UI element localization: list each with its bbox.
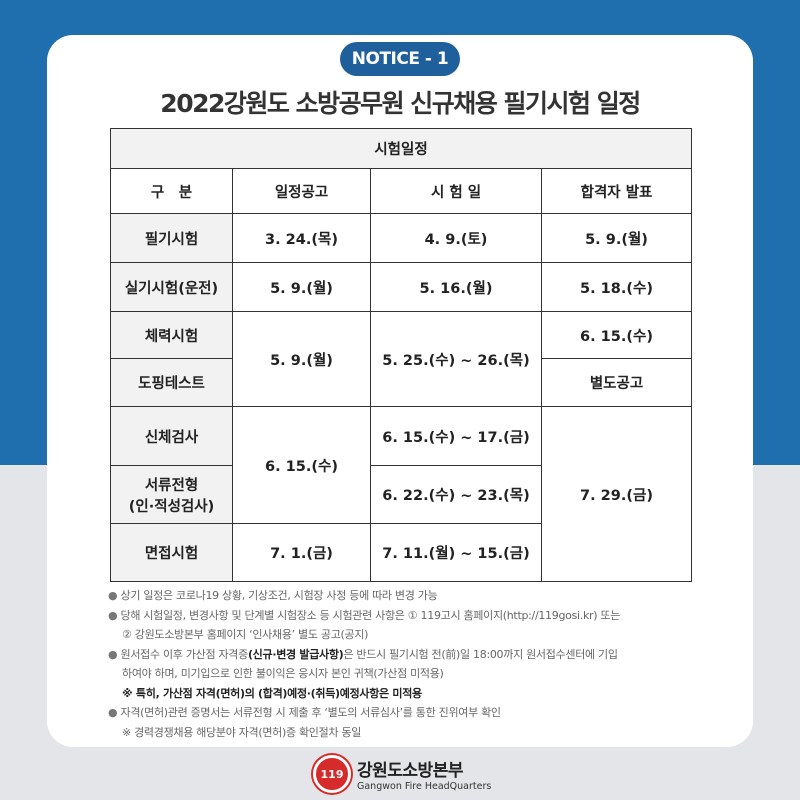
header-category: 구 분 [110,168,233,214]
cell: 7. 11.(월) ~ 15.(금) [370,523,542,582]
row-label: 실기시험(운전) [110,262,233,312]
header-result: 합격자 발표 [541,168,692,214]
note-bold: (신규·변경 발급사항) [247,647,344,661]
note-text: 당해 시험일정, 변경사항 및 단계별 시험장소 등 시험관련 사항은 ① 11… [120,608,621,622]
cell: 5. 16.(월) [370,262,542,312]
table-caption: 시험일정 [110,128,692,169]
row-label: 면접시험 [110,523,233,582]
table-row: 체력시험 5. 9.(월) 5. 25.(수) ~ 26.(목) 6. 15.(… [110,311,692,407]
table-row: 면접시험 7. 1.(금) 7. 11.(월) ~ 15.(금) [110,523,692,582]
schedule-table: 시험일정 구 분 일정공고 시 험 일 합격자 발표 필기시험 3. 24.(목… [110,128,692,582]
header-exam-date: 시 험 일 [370,168,542,214]
org-name-en: Gangwon Fire HeadQuarters [357,781,492,792]
table-row: 신체검사 6. 15.(수) 6. 15.(수) ~ 17.(금) 7. 29.… [110,406,692,582]
cell: 4. 9.(토) [370,213,542,263]
note-text: ※ 특히, 가산점 자격(면허)의 (합격)예정·(취득)예정사항은 미적용 [108,684,708,704]
cell: 5. 18.(수) [541,262,692,312]
org-name: 강원도소방본부 [357,761,463,781]
note: ● 원서접수 이후 가산점 자격증(신규·변경 발급사항)은 반드시 필기시험 … [108,645,708,665]
cell: 별도공고 [541,358,692,407]
bullet-icon: ● [108,706,118,719]
cell: 3. 24.(목) [232,213,371,263]
note: ● 당해 시험일정, 변경사항 및 단계별 시험장소 등 시험관련 사항은 ① … [108,606,708,626]
header-announcement: 일정공고 [232,168,371,214]
cell: 6. 15.(수) [541,311,692,359]
cell: 5. 9.(월) [232,311,371,407]
cell: 7. 1.(금) [232,523,371,582]
note-text: 하여야 하며, 미기입으로 인한 불이익은 응시자 본인 귀책(가산점 미적용) [122,667,444,680]
table-row: 필기시험 3. 24.(목) 4. 9.(토) 5. 9.(월) [110,213,692,263]
cell: 5. 25.(수) ~ 26.(목) [370,311,542,407]
note: ● 상기 일정은 코로나19 상황, 기상조건, 시험장 사정 등에 따라 변경… [108,586,708,606]
note-text: 자격(면허)관련 증명서는 서류전형 시 제출 후 ‘별도의 서류심사’를 통한… [120,706,502,719]
cell: 6. 15.(수) [232,406,371,524]
bullet-icon: ● [108,608,118,622]
note: ● 자격(면허)관련 증명서는 서류전형 시 제출 후 ‘별도의 서류심사’를 … [108,703,708,723]
row-label: 신체검사 [110,406,233,466]
notice-badge: NOTICE - 1 [340,42,460,76]
org-logo: 119 강원도소방본부 Gangwon Fire HeadQuarters [313,752,493,796]
bullet-icon: ● [108,589,118,602]
cell: 5. 9.(월) [541,213,692,263]
note-text: 원서접수 이후 가산점 자격증 [120,647,249,661]
table-row: 도핑테스트 별도공고 [110,358,692,407]
table-row: 서류전형 (인·적성검사) 6. 22.(수) ~ 23.(목) [110,465,692,524]
row-label-line: 서류전형 [144,477,199,494]
cell: 7. 29.(금) [541,406,692,582]
note-text: ② 강원도소방본부 홈페이지 ‘인사채용’ 별도 공고(공지) [122,628,369,641]
note-text: 은 반드시 필기시험 전(前)일 18:00까지 원서접수센터에 기입 [343,647,618,661]
row-label: 필기시험 [110,213,233,263]
note-bold: ※ 특히, 가산점 자격(면허)의 (합격)예정·(취득)예정사항은 미적용 [122,686,422,700]
note-text: ※ 경력경쟁채용 해당분야 자격(면허)증 확인절차 동일 [122,725,362,739]
row-label-line: (인·적성검사) [128,498,215,515]
page-title: 2022강원도 소방공무원 신규채용 필기시험 일정 [160,89,641,118]
fire-emblem-icon: 119 [313,755,351,793]
row-label: 서류전형 (인·적성검사) [110,465,233,524]
cell: 5. 9.(월) [232,262,371,312]
bullet-icon: ● [108,647,118,661]
note-text: 상기 일정은 코로나19 상황, 기상조건, 시험장 사정 등에 따라 변경 가… [120,589,438,602]
table-row: 실기시험(운전) 5. 9.(월) 5. 16.(월) 5. 18.(수) [110,262,692,312]
row-label: 체력시험 [110,311,233,359]
row-label: 도핑테스트 [110,358,233,407]
cell: 6. 15.(수) ~ 17.(금) [370,406,542,466]
notes: ● 상기 일정은 코로나19 상황, 기상조건, 시험장 사정 등에 따라 변경… [108,586,708,742]
cell: 6. 22.(수) ~ 23.(목) [370,465,542,524]
